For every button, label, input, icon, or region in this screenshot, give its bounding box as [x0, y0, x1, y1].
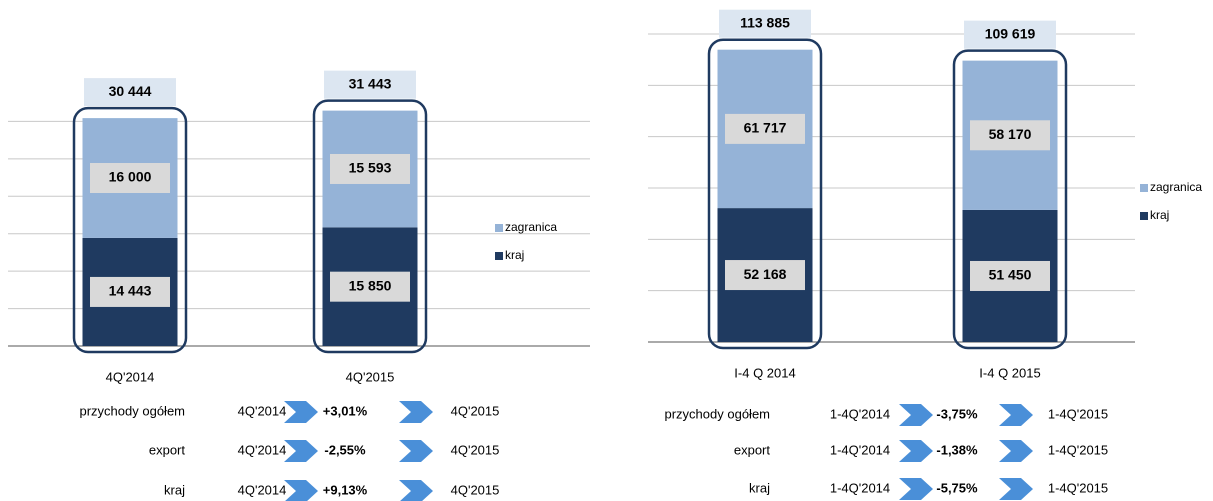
- legend-label: kraj: [505, 248, 524, 262]
- chevron-arrow: [284, 401, 318, 423]
- value-label: 14 443: [109, 283, 152, 299]
- total-box: [719, 9, 811, 38]
- chevron-arrow: [399, 480, 433, 501]
- chevron-arrow: [999, 478, 1033, 500]
- x-tick-label: I-4 Q 2015: [979, 365, 1040, 380]
- value-label-box: [970, 120, 1050, 151]
- value-label-box: [330, 271, 410, 302]
- comparison-to: 1-4Q'2015: [1048, 406, 1108, 421]
- comparison-to: 4Q'2015: [451, 403, 500, 418]
- total-label: 109 619: [985, 25, 1036, 41]
- bar-outline: [312, 99, 428, 354]
- comparison-to: 4Q'2015: [451, 482, 500, 497]
- comparison-from: 4Q'2014: [238, 442, 287, 457]
- comparison-label: export: [149, 442, 186, 457]
- value-label: 15 850: [349, 277, 392, 293]
- comparison-label: przychody ogółem: [665, 406, 771, 421]
- comparison-change: +9,13%: [323, 482, 368, 497]
- comparison-label: export: [734, 442, 771, 457]
- value-label-box: [90, 162, 170, 193]
- legend-swatch: [495, 224, 503, 232]
- bar-outline: [952, 49, 1068, 350]
- total-box: [324, 70, 416, 99]
- comparison-from: 4Q'2014: [238, 482, 287, 497]
- value-label-box: [90, 276, 170, 307]
- comparison-change: -5,75%: [936, 480, 978, 495]
- value-label: 15 593: [349, 160, 392, 176]
- comparison-from: 1-4Q'2014: [830, 442, 890, 457]
- value-label: 58 170: [989, 126, 1032, 142]
- comparison-change: +3,01%: [323, 403, 368, 418]
- legend-label: zagranica: [1150, 180, 1202, 194]
- comparison-to: 1-4Q'2015: [1048, 442, 1108, 457]
- comparison-label: kraj: [164, 482, 185, 497]
- comparison-label: kraj: [749, 480, 770, 495]
- legend-swatch: [495, 252, 503, 260]
- chevron-arrow: [284, 440, 318, 462]
- comparison-to: 1-4Q'2015: [1048, 480, 1108, 495]
- comparison-from: 1-4Q'2014: [830, 406, 890, 421]
- comparison-to: 4Q'2015: [451, 442, 500, 457]
- value-label: 52 168: [744, 266, 787, 282]
- legend-label: zagranica: [505, 220, 557, 234]
- comparison-label: przychody ogółem: [80, 403, 186, 418]
- chevron-arrow: [899, 440, 933, 462]
- chevron-arrow: [999, 404, 1033, 426]
- value-label: 16 000: [109, 169, 152, 185]
- comparison-from: 1-4Q'2014: [830, 480, 890, 495]
- chevron-arrow: [399, 401, 433, 423]
- chevron-arrow: [999, 440, 1033, 462]
- total-box: [964, 20, 1056, 49]
- total-box: [84, 78, 176, 107]
- x-tick-label: 4Q'2015: [346, 369, 395, 384]
- value-label-box: [970, 260, 1050, 291]
- total-label: 30 444: [109, 83, 152, 99]
- value-label-box: [330, 153, 410, 184]
- legend-swatch: [1140, 184, 1148, 192]
- total-label: 113 885: [740, 14, 790, 30]
- value-label: 51 450: [989, 267, 1032, 283]
- x-tick-label: 4Q'2014: [106, 369, 155, 384]
- chevron-arrow: [399, 440, 433, 462]
- comparison-from: 4Q'2014: [238, 403, 287, 418]
- comparison-change: -1,38%: [936, 442, 978, 457]
- comparison-change: -3,75%: [936, 406, 978, 421]
- value-label: 61 717: [744, 120, 787, 136]
- legend-label: kraj: [1150, 208, 1169, 222]
- x-tick-label: I-4 Q 2014: [734, 365, 795, 380]
- bar-outline: [707, 38, 823, 350]
- bar-outline: [72, 106, 188, 354]
- chevron-arrow: [899, 404, 933, 426]
- legend-swatch: [1140, 212, 1148, 220]
- comparison-change: -2,55%: [324, 442, 366, 457]
- chevron-arrow: [899, 478, 933, 500]
- total-label: 31 443: [349, 75, 392, 91]
- value-label-box: [725, 260, 805, 291]
- chevron-arrow: [284, 480, 318, 501]
- value-label-box: [725, 113, 805, 144]
